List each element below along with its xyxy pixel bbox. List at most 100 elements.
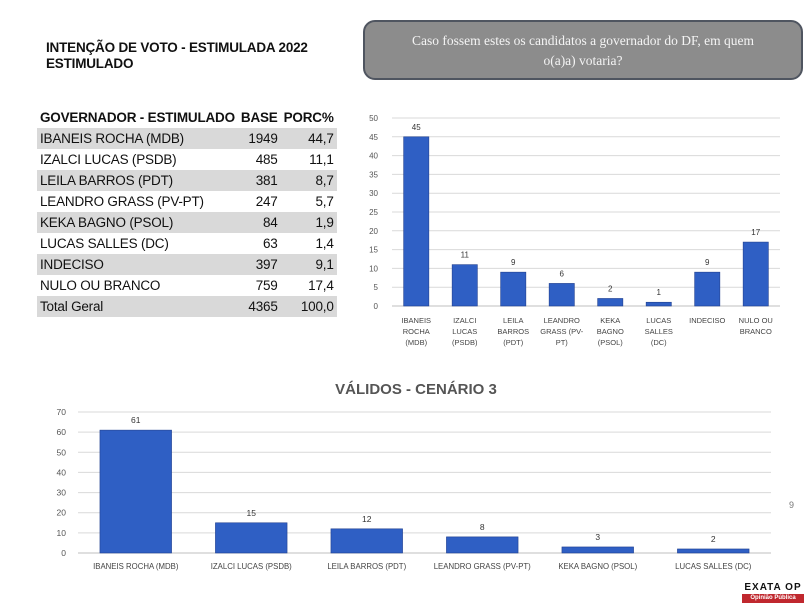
- x-tick-label: LEILA BARROS (PDT): [327, 562, 406, 571]
- y-tick-label: 45: [369, 133, 378, 142]
- table-row: LEILA BARROS (PDT) 381 8,7: [37, 170, 337, 191]
- table-row: LEANDRO GRASS (PV-PT) 247 5,7: [37, 191, 337, 212]
- logo-top-text: EXATA OP: [744, 582, 802, 593]
- table-cell: 397: [237, 254, 281, 275]
- table-row: Total Geral 4365 100,0: [37, 296, 337, 317]
- x-tick-label: IZALCI LUCAS (PSDB): [211, 562, 292, 571]
- table-cell: KEKA BAGNO (PSOL): [37, 212, 238, 233]
- bar: [403, 136, 430, 307]
- bar: [742, 241, 769, 307]
- question-box: Caso fossem estes os candidatos a govern…: [363, 20, 803, 80]
- bar: [597, 298, 624, 307]
- table-cell: 759: [237, 275, 281, 296]
- y-tick-label: 20: [57, 508, 67, 518]
- table-cell: 247: [237, 191, 281, 212]
- x-tick-label: IZALCI: [453, 316, 476, 325]
- table-cell: 1,4: [280, 233, 337, 254]
- bar-value-label: 9: [511, 258, 516, 267]
- x-tick-label: (PSDB): [452, 338, 478, 347]
- x-tick-label: LEILA: [503, 316, 523, 325]
- table-header-cell: PORC%: [280, 107, 337, 128]
- table-cell: LEANDRO GRASS (PV-PT): [37, 191, 238, 212]
- table-cell: 4365: [237, 296, 281, 317]
- y-tick-label: 30: [57, 488, 67, 498]
- y-tick-label: 50: [57, 447, 67, 457]
- table-cell: 100,0: [280, 296, 337, 317]
- x-tick-label: PT): [556, 338, 569, 347]
- bar: [215, 522, 288, 554]
- table-cell: 1949: [237, 128, 281, 149]
- bar: [694, 271, 721, 307]
- bar-value-label: 2: [711, 534, 716, 544]
- page-number: 9: [789, 500, 795, 510]
- y-tick-label: 50: [369, 114, 378, 123]
- table-cell: Total Geral: [37, 296, 238, 317]
- x-tick-label: LEANDRO GRASS (PV-PT): [434, 562, 531, 571]
- table-row: INDECISO 397 9,1: [37, 254, 337, 275]
- bar-value-label: 45: [412, 123, 421, 132]
- y-tick-label: 0: [374, 302, 379, 311]
- x-tick-label: IBANEIS: [401, 316, 431, 325]
- x-tick-label: LUCAS SALLES (DC): [675, 562, 752, 571]
- page-title-line2: ESTIMULADO: [46, 56, 134, 71]
- x-tick-label: (MDB): [405, 338, 427, 347]
- logo-bottom-text: Opinião Pública: [742, 594, 804, 603]
- table-cell: IZALCI LUCAS (PSDB): [37, 149, 238, 170]
- table-cell: LEILA BARROS (PDT): [37, 170, 238, 191]
- table-cell: LUCAS SALLES (DC): [37, 233, 238, 254]
- table-cell: NULO OU BRANCO: [37, 275, 238, 296]
- table-header-row: GOVERNADOR - ESTIMULADO BASE PORC%: [37, 107, 337, 128]
- bar-value-label: 2: [608, 284, 613, 293]
- table-cell: 63: [237, 233, 281, 254]
- table-row: LUCAS SALLES (DC) 63 1,4: [37, 233, 337, 254]
- bar: [561, 546, 634, 554]
- table-cell: 44,7: [280, 128, 337, 149]
- bar-value-label: 1: [657, 288, 662, 297]
- bar: [451, 264, 478, 307]
- y-tick-label: 25: [369, 208, 378, 217]
- bar-value-label: 61: [131, 415, 141, 425]
- bar-value-label: 12: [362, 514, 372, 524]
- page-title-line1: INTENÇÃO DE VOTO - ESTIMULADA 2022: [46, 40, 308, 55]
- bar-value-label: 9: [705, 258, 710, 267]
- table-cell: INDECISO: [37, 254, 238, 275]
- x-tick-label: LUCAS: [646, 316, 671, 325]
- bar-value-label: 11: [461, 251, 470, 260]
- bar-value-label: 3: [595, 532, 600, 542]
- x-tick-label: (DC): [651, 338, 667, 347]
- table-row: NULO OU BRANCO 759 17,4: [37, 275, 337, 296]
- y-tick-label: 60: [57, 427, 67, 437]
- x-tick-label: LUCAS: [452, 327, 477, 336]
- bar-value-label: 8: [480, 522, 485, 532]
- y-tick-label: 70: [57, 407, 67, 417]
- x-tick-label: ROCHA: [403, 327, 430, 336]
- bar-value-label: 15: [247, 508, 257, 518]
- bar: [677, 548, 750, 554]
- page-title: INTENÇÃO DE VOTO - ESTIMULADA 2022 ESTIM…: [46, 40, 346, 72]
- bar: [548, 283, 575, 307]
- table-cell: 9,1: [280, 254, 337, 275]
- table-cell: IBANEIS ROCHA (MDB): [37, 128, 238, 149]
- x-tick-label: BARROS: [497, 327, 529, 336]
- y-tick-label: 35: [369, 170, 378, 179]
- y-tick-label: 40: [57, 467, 67, 477]
- y-tick-label: 20: [369, 227, 378, 236]
- table-cell: 381: [237, 170, 281, 191]
- x-tick-label: (PDT): [503, 338, 523, 347]
- question-line1: Caso fossem estes os candidatos a govern…: [412, 33, 754, 48]
- table-header-cell: BASE: [237, 107, 281, 128]
- results-table: GOVERNADOR - ESTIMULADO BASE PORC% IBANEIS …: [37, 107, 337, 317]
- table-row: IZALCI LUCAS (PSDB) 485 11,1: [37, 149, 337, 170]
- bar: [99, 429, 172, 554]
- x-tick-label: SALLES: [645, 327, 673, 336]
- table-cell: 11,1: [280, 149, 337, 170]
- table-cell: 5,7: [280, 191, 337, 212]
- x-tick-label: BRANCO: [740, 327, 772, 336]
- bar: [500, 271, 527, 307]
- exata-op-logo: EXATA OP Opinião Pública: [742, 582, 804, 606]
- table-cell: 485: [237, 149, 281, 170]
- x-tick-label: (PSOL): [598, 338, 624, 347]
- y-tick-label: 40: [369, 152, 378, 161]
- table-header-cell: GOVERNADOR - ESTIMULADO: [37, 107, 238, 128]
